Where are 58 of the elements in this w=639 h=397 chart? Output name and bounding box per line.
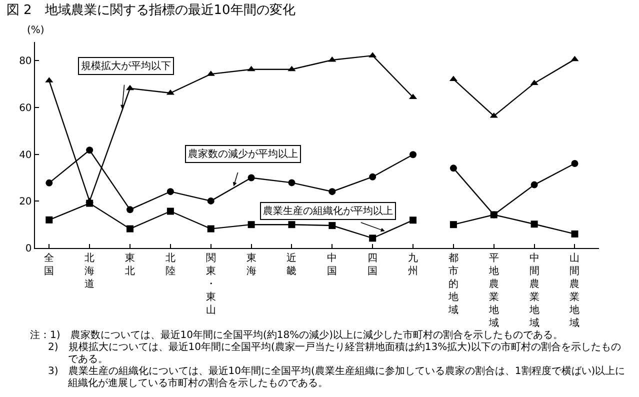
point xyxy=(571,160,578,167)
x-tick-label: 東海 xyxy=(246,252,256,278)
point xyxy=(207,197,214,204)
point xyxy=(328,188,336,196)
text: 注：1) 農家数については、最近10年間に全国平均(約18%の減少)以上に減少した市町村の割合を示したものである。 xyxy=(30,330,564,342)
point xyxy=(369,234,376,242)
point xyxy=(369,173,376,180)
x-tick-label: 中国 xyxy=(327,252,338,278)
point xyxy=(166,208,174,215)
y-axis-title: (%) xyxy=(27,25,44,36)
series-label: 農業生産の組織化が平均以上 xyxy=(263,205,393,217)
point xyxy=(570,56,579,62)
point xyxy=(328,222,336,230)
point xyxy=(248,221,255,228)
point xyxy=(288,179,296,186)
x-tick-label: 都市的地域 xyxy=(447,252,458,316)
y-tick-label: 20 xyxy=(19,196,32,208)
point xyxy=(86,200,94,207)
point xyxy=(248,174,255,182)
point xyxy=(86,146,94,154)
x-tick-label: 北陸 xyxy=(165,252,176,278)
point xyxy=(410,216,417,224)
y-tick-label: 40 xyxy=(19,150,32,161)
point xyxy=(410,151,417,158)
x-tick-label: 平地農業地域 xyxy=(488,253,499,330)
text: 農家数の減少が平均以上 xyxy=(188,148,298,160)
point xyxy=(247,66,256,72)
x-tick-label: 近畿 xyxy=(286,252,297,278)
y-tick-label: 60 xyxy=(19,103,32,114)
point xyxy=(207,225,214,232)
point xyxy=(288,66,296,72)
series-label: 規模拡大が平均以下 xyxy=(81,60,171,72)
point xyxy=(450,164,457,172)
x-tick-label: 中間農業地域 xyxy=(528,252,540,330)
point xyxy=(490,112,498,118)
x-tick-label: 関東・東山 xyxy=(206,253,216,316)
chart-title: 図 2 地域農業に関する指標の最近10年間の変化 xyxy=(6,2,296,18)
x-tick-label: 山間農業地域 xyxy=(568,252,580,330)
point xyxy=(571,230,578,238)
point xyxy=(288,221,296,228)
x-tick-label: 四国 xyxy=(368,253,378,278)
x-tick-label: 東北 xyxy=(125,252,136,278)
point xyxy=(530,181,538,188)
x-tick-label: 九州 xyxy=(408,252,418,278)
point xyxy=(126,206,134,214)
text: 3) 農業生産の組織化については、最近10年間に全国平均(農業生産組織に参加している農家の割合は、1割程度で横ばい)以上に組織化が進展している市町村の割合を示したものである。 xyxy=(47,366,626,390)
point xyxy=(46,179,53,186)
y-tick-label: 80 xyxy=(19,56,32,68)
point xyxy=(46,216,53,224)
point xyxy=(166,188,174,196)
point xyxy=(126,225,134,232)
point xyxy=(530,220,538,228)
x-tick-label: 全国 xyxy=(44,252,54,278)
text: 2) 規模拡大については、最近10年間に全国平均(農家一戸当たり経営耕地面積は約13%拡大)以下の市町村の割合を示したものである。 xyxy=(47,342,622,366)
x-tick-label: 北海道 xyxy=(84,252,95,290)
point xyxy=(490,211,498,218)
point xyxy=(450,221,457,228)
y-tick-label: 0 xyxy=(25,244,32,254)
